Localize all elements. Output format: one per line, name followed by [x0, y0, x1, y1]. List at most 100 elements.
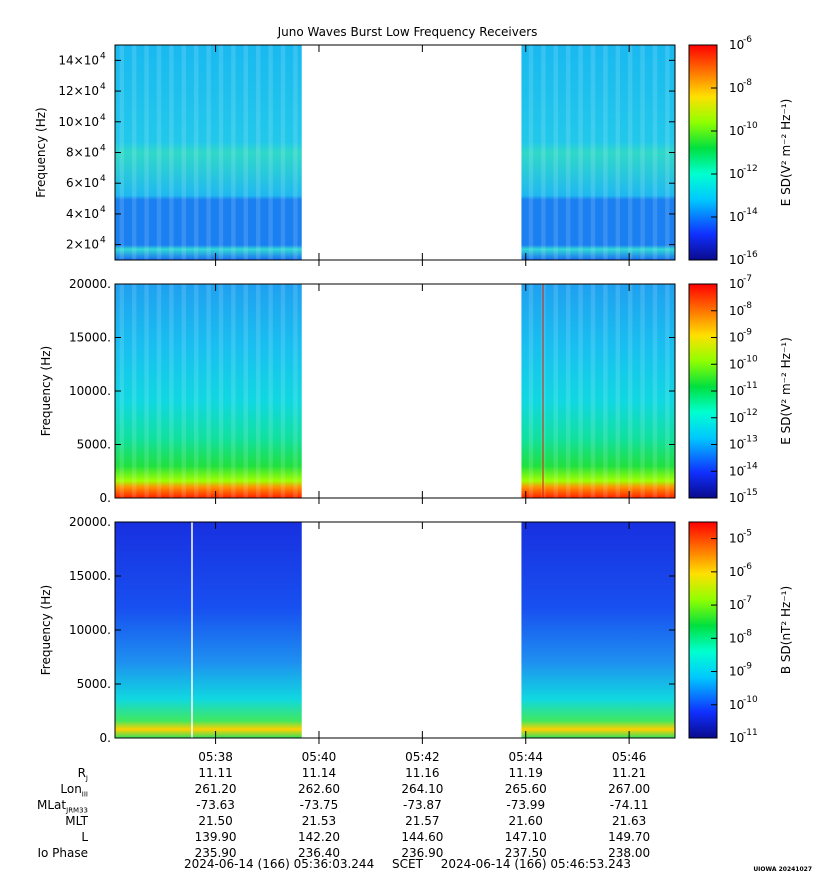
y-tick-exponent: 4 [100, 82, 106, 92]
colorbar-tick-label: 10 [729, 438, 744, 452]
colorbar-tick-label: 10 [729, 411, 744, 425]
ephemeris-row-label: LonIII [60, 782, 88, 799]
x-tick-label: 05:44 [508, 750, 544, 764]
ephemeris-row-subscript: JRM33 [66, 806, 88, 815]
ephemeris-row-label: MLatJRM33 [37, 798, 88, 815]
colorbar-tick-exponent: -8 [743, 301, 752, 311]
scet-label: SCET [392, 857, 423, 871]
ephemeris-value: 147.10 [504, 830, 547, 844]
colorbar-tick-label: 10 [729, 167, 744, 181]
burst-stripes [115, 284, 302, 498]
ephemeris-value: -73.75 [299, 798, 339, 812]
colorbar-tick-label: 10 [729, 357, 744, 371]
ephemeris-value: 236.40 [297, 846, 340, 860]
ephemeris-value: 264.10 [401, 782, 444, 796]
ephemeris-row-label: L [81, 830, 88, 844]
ephemeris-row-label: MLT [65, 814, 88, 828]
ephemeris-value: -73.87 [403, 798, 442, 812]
ephemeris-value: 21.50 [198, 814, 233, 828]
y-tick-label: 14×10 [58, 53, 99, 67]
ephemeris-value: 11.16 [405, 766, 440, 780]
ephemeris-value: 237.50 [504, 846, 547, 860]
burst-stripes [521, 45, 675, 260]
colorbar-tick-label: 10 [729, 698, 744, 712]
ephemeris-value: 11.19 [508, 766, 543, 780]
colorbar-tick-exponent: -10 [743, 354, 758, 364]
y-tick-label: 15000. [69, 331, 111, 345]
colorbar-tick-exponent: -15 [743, 488, 758, 498]
y-tick-label: 0. [100, 731, 111, 745]
ephemeris-value: 21.53 [301, 814, 337, 828]
spectrogram-segment-1 [115, 522, 302, 738]
ephemeris-row-subscript: III [81, 790, 88, 799]
ephemeris-value: 262.60 [297, 782, 340, 796]
y-tick-label: 10×10 [58, 115, 99, 129]
colorbar-tick-label: 10 [729, 124, 744, 138]
colorbar-tick-exponent: -10 [743, 121, 758, 131]
y-tick-label: 0. [100, 491, 111, 505]
ephemeris-value: 236.90 [401, 846, 444, 860]
y-tick-exponent: 4 [100, 205, 106, 215]
x-tick-label: 05:42 [405, 750, 440, 764]
burst-stripes [115, 45, 302, 260]
x-tick-label: 05:38 [198, 750, 233, 764]
colorbar-tick-exponent: -5 [743, 529, 752, 539]
colorbar-tick-exponent: -14 [743, 461, 758, 471]
colorbar-tick-label: 10 [729, 210, 744, 224]
colorbar-tick-label: 10 [729, 38, 744, 52]
colorbar-tick-exponent: -12 [743, 164, 758, 174]
y-axis-label: Frequency (Hz) [34, 107, 48, 198]
ephemeris-value: 142.20 [297, 830, 340, 844]
colorbar-tick-exponent: -7 [743, 274, 752, 284]
y-tick-label: 12×10 [58, 84, 99, 98]
ephemeris-value: 21.60 [508, 814, 543, 828]
ephemeris-value: 235.90 [194, 846, 237, 860]
colorbar-tick-exponent: -11 [743, 728, 758, 738]
y-axis-label: Frequency (Hz) [39, 346, 53, 437]
colorbar-tick-exponent: -10 [743, 695, 758, 705]
y-tick-label: 5000. [77, 677, 111, 691]
ephemeris-value: 144.60 [401, 830, 444, 844]
colorbar-tick-exponent: -9 [743, 662, 752, 672]
colorbar-label: B SD(nT² Hz⁻¹) [779, 586, 793, 674]
ephemeris-row-label: RJ [77, 766, 88, 783]
colorbar-tick-exponent: -8 [743, 78, 752, 88]
ephemeris-value: 149.70 [608, 830, 651, 844]
ephemeris-value: 261.20 [194, 782, 237, 796]
colorbar-tick-exponent: -13 [743, 435, 758, 445]
y-tick-label: 10000. [69, 623, 111, 637]
colorbar-tick-label: 10 [729, 532, 744, 546]
colorbar-tick-label: 10 [729, 81, 744, 95]
colorbar-tick-exponent: -8 [743, 628, 752, 638]
time-range-footer: 2024-06-14 (166) 05:36:03.244 SCET 2024-… [0, 857, 815, 871]
colorbar-tick-label: 10 [729, 304, 744, 318]
ephemeris-value: 11.14 [301, 766, 337, 780]
colorbar-tick-label: 10 [729, 491, 744, 505]
colorbar-tick-label: 10 [729, 731, 744, 745]
colorbar-tick-label: 10 [729, 277, 744, 291]
colorbar-tick-exponent: -11 [743, 381, 758, 391]
colorbar-tick-label: 10 [729, 253, 744, 267]
y-tick-exponent: 4 [100, 236, 106, 246]
colorbar-label: E SD(V² m⁻² Hz⁻¹) [779, 99, 793, 207]
colorbar-tick-label: 10 [729, 464, 744, 478]
ephemeris-value: -73.63 [196, 798, 235, 812]
ephemeris-value: 139.90 [194, 830, 237, 844]
y-tick-exponent: 4 [100, 144, 106, 154]
chart-title: Juno Waves Burst Low Frequency Receivers [277, 25, 538, 39]
y-tick-label: 20000. [69, 277, 111, 291]
y-tick-exponent: 4 [100, 174, 106, 184]
y-tick-label: 4×10 [66, 207, 99, 221]
ephemeris-value: 11.11 [198, 766, 233, 780]
y-tick-label: 5000. [77, 438, 111, 452]
start-time: 2024-06-14 (166) 05:36:03.244 [183, 857, 375, 871]
y-tick-label: 8×10 [66, 146, 99, 160]
y-tick-label: 2×10 [66, 238, 99, 252]
ephemeris-value: 265.60 [504, 782, 547, 796]
ephemeris-value: 21.57 [405, 814, 440, 828]
y-tick-exponent: 4 [100, 51, 106, 61]
ephemeris-value: 21.63 [611, 814, 647, 828]
y-axis-label: Frequency (Hz) [39, 585, 53, 676]
colorbar-tick-exponent: -6 [743, 35, 752, 45]
colorbar-tick-exponent: -14 [743, 207, 758, 217]
